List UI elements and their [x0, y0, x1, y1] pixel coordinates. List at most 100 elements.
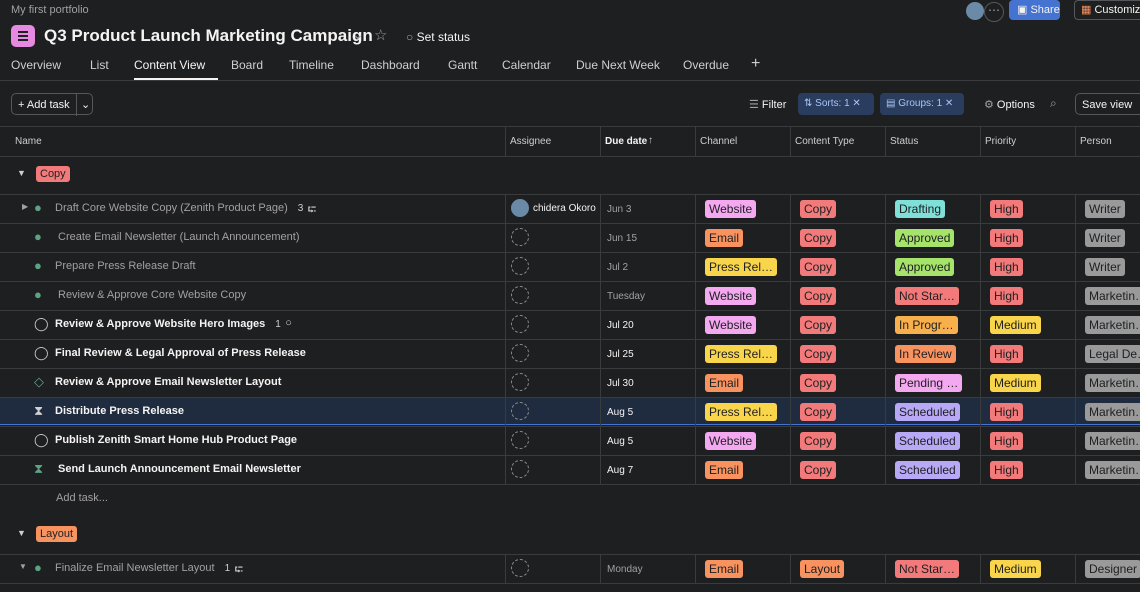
priority-tag[interactable]: High: [990, 345, 1023, 363]
title-dropdown[interactable]: ⌄: [352, 26, 364, 42]
due-date[interactable]: Aug 5: [607, 436, 634, 447]
tab[interactable]: Timeline: [289, 58, 334, 72]
assignee-placeholder[interactable]: [511, 460, 529, 478]
channel-tag[interactable]: Website: [705, 432, 757, 450]
due-date[interactable]: Aug 7: [607, 465, 634, 476]
person-tag[interactable]: Writer: [1085, 258, 1125, 276]
column-header[interactable]: Channel: [700, 136, 738, 147]
channel-tag[interactable]: Email: [705, 461, 744, 479]
task-icon[interactable]: ⧗: [34, 403, 44, 418]
priority-tag[interactable]: Medium: [990, 374, 1041, 392]
person-tag[interactable]: Marketin…: [1085, 374, 1140, 392]
group-toggle[interactable]: ▼: [17, 528, 26, 538]
status-tag[interactable]: Scheduled: [895, 403, 960, 421]
task-name[interactable]: Publish Zenith Smart Home Hub Product Pa…: [55, 434, 298, 446]
due-date[interactable]: Jul 20: [607, 320, 634, 331]
search-button[interactable]: ⌕: [1050, 96, 1057, 110]
content-type-tag[interactable]: Copy: [800, 229, 837, 247]
channel-tag[interactable]: Email: [705, 374, 744, 392]
column-header[interactable]: Name: [15, 136, 42, 147]
tab[interactable]: Content View: [134, 58, 206, 72]
assignee-avatar[interactable]: [511, 199, 529, 217]
priority-tag[interactable]: High: [990, 461, 1023, 479]
person-tag[interactable]: Writer: [1085, 200, 1125, 218]
tab[interactable]: Calendar: [502, 58, 551, 72]
due-date[interactable]: Jun 15: [607, 233, 638, 244]
task-name[interactable]: Draft Core Website Copy (Zenith Product …: [55, 202, 288, 214]
task-name[interactable]: Review & Approve Email Newsletter Layout: [55, 376, 282, 388]
due-date[interactable]: Monday: [607, 564, 643, 575]
assignee-name[interactable]: chidera Okoro: [533, 203, 596, 214]
assignee-placeholder[interactable]: [511, 344, 529, 362]
task-name[interactable]: Review & Approve Core Website Copy: [58, 289, 247, 301]
add-task-button[interactable]: + Add task ⌄: [11, 93, 93, 116]
task-icon[interactable]: ◯: [34, 316, 49, 331]
assignee-placeholder[interactable]: [511, 431, 529, 449]
task-name[interactable]: Prepare Press Release Draft: [55, 260, 196, 272]
person-tag[interactable]: Legal De…: [1085, 345, 1140, 363]
priority-tag[interactable]: High: [990, 432, 1023, 450]
status-tag[interactable]: Scheduled: [895, 461, 960, 479]
assignee-placeholder[interactable]: [511, 228, 529, 246]
task-name[interactable]: Create Email Newsletter (Launch Announce…: [58, 231, 300, 243]
tab[interactable]: Due Next Week: [576, 58, 660, 72]
task-name[interactable]: Review & Approve Website Hero Images: [55, 318, 266, 330]
content-type-tag[interactable]: Copy: [800, 287, 837, 305]
add-task-row[interactable]: Add task...: [56, 492, 108, 504]
channel-tag[interactable]: Press Rel…: [705, 258, 778, 276]
person-tag[interactable]: Writer: [1085, 229, 1125, 247]
customize-button[interactable]: ▦ Customize: [1074, 0, 1140, 20]
tab[interactable]: Board: [231, 58, 264, 72]
content-type-tag[interactable]: Layout: [800, 560, 845, 578]
expand-arrow[interactable]: ▶: [22, 202, 29, 211]
priority-tag[interactable]: High: [990, 258, 1023, 276]
assignee-placeholder[interactable]: [511, 402, 529, 420]
task-name[interactable]: Final Review & Legal Approval of Press R…: [55, 347, 306, 359]
assignee-placeholder[interactable]: [511, 315, 529, 333]
channel-tag[interactable]: Email: [705, 229, 744, 247]
channel-tag[interactable]: Press Rel…: [705, 345, 778, 363]
task-icon[interactable]: ◇: [34, 374, 44, 389]
content-type-tag[interactable]: Copy: [800, 345, 837, 363]
due-date[interactable]: Jul 30: [607, 378, 634, 389]
task-name[interactable]: Finalize Email Newsletter Layout: [55, 562, 215, 574]
person-tag[interactable]: Marketin…: [1085, 461, 1140, 479]
favorite-star[interactable]: ☆: [374, 27, 388, 44]
column-header[interactable]: Content Type: [795, 136, 855, 147]
priority-tag[interactable]: High: [990, 403, 1023, 421]
status-tag[interactable]: Drafting: [895, 200, 946, 218]
person-tag[interactable]: Designer: [1085, 560, 1140, 578]
priority-tag[interactable]: Medium: [990, 560, 1041, 578]
task-icon[interactable]: ⧗: [34, 461, 44, 476]
sorts-chip[interactable]: ⇅ Sorts: 1 ✕: [798, 93, 874, 115]
status-tag[interactable]: Not Star…: [895, 287, 960, 305]
person-tag[interactable]: Marketin…: [1085, 432, 1140, 450]
task-icon[interactable]: ●: [34, 258, 42, 273]
assignee-placeholder[interactable]: [511, 257, 529, 275]
groups-chip[interactable]: ▤ Groups: 1 ✕: [880, 93, 964, 115]
group-toggle[interactable]: ▼: [17, 168, 26, 178]
assignee-placeholder[interactable]: [511, 373, 529, 391]
channel-tag[interactable]: Website: [705, 287, 757, 305]
column-header[interactable]: Status: [890, 136, 919, 147]
status-tag[interactable]: Scheduled: [895, 432, 960, 450]
filter-button[interactable]: ☰ Filter: [749, 99, 787, 111]
more-members[interactable]: ⋯: [984, 2, 1004, 22]
task-icon[interactable]: ●: [34, 200, 42, 215]
channel-tag[interactable]: Email: [705, 560, 744, 578]
due-date[interactable]: Jul 25: [607, 349, 634, 360]
content-type-tag[interactable]: Copy: [800, 316, 837, 334]
set-status[interactable]: ○ Set status: [406, 30, 470, 44]
status-tag[interactable]: Approved: [895, 229, 955, 247]
status-tag[interactable]: Pending …: [895, 374, 963, 392]
column-header[interactable]: Priority: [985, 136, 1017, 147]
person-tag[interactable]: Marketin…: [1085, 403, 1140, 421]
tab[interactable]: List: [90, 58, 109, 72]
column-header[interactable]: Person: [1080, 136, 1112, 147]
priority-tag[interactable]: High: [990, 287, 1023, 305]
breadcrumb[interactable]: My first portfolio: [11, 4, 89, 16]
assignee-placeholder[interactable]: [511, 286, 529, 304]
priority-tag[interactable]: High: [990, 229, 1023, 247]
tab[interactable]: Overview: [11, 58, 62, 72]
group-name[interactable]: Layout: [36, 526, 78, 542]
